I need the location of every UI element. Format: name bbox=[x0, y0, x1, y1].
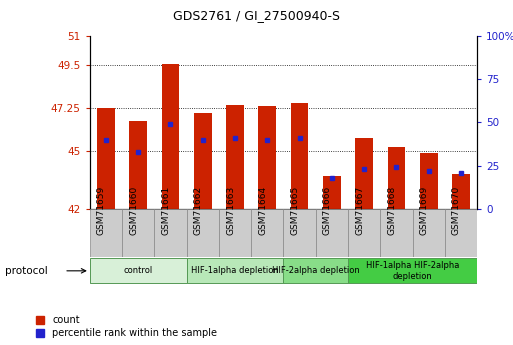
Bar bbox=[162, 64, 180, 209]
Bar bbox=[291, 103, 308, 209]
Bar bbox=[226, 105, 244, 209]
Text: GSM71670: GSM71670 bbox=[452, 186, 461, 235]
Text: GSM71666: GSM71666 bbox=[323, 186, 332, 235]
Text: GSM71661: GSM71661 bbox=[162, 186, 170, 235]
Text: GDS2761 / GI_27500940-S: GDS2761 / GI_27500940-S bbox=[173, 9, 340, 22]
Bar bbox=[380, 209, 412, 257]
Bar bbox=[122, 209, 154, 257]
Text: GSM71660: GSM71660 bbox=[129, 186, 138, 235]
Bar bbox=[420, 153, 438, 209]
Bar bbox=[259, 106, 276, 209]
Bar bbox=[187, 258, 283, 283]
Text: protocol: protocol bbox=[5, 266, 48, 276]
Bar bbox=[194, 113, 212, 209]
Bar bbox=[219, 209, 251, 257]
Text: HIF-1alpha HIF-2alpha
depletion: HIF-1alpha HIF-2alpha depletion bbox=[366, 261, 459, 280]
Text: HIF-1alpha depletion: HIF-1alpha depletion bbox=[191, 266, 279, 275]
Bar bbox=[129, 120, 147, 209]
Bar bbox=[90, 258, 187, 283]
Bar bbox=[187, 209, 219, 257]
Bar bbox=[251, 209, 283, 257]
Legend: count, percentile rank within the sample: count, percentile rank within the sample bbox=[35, 315, 217, 338]
Text: GSM71664: GSM71664 bbox=[258, 186, 267, 235]
Bar bbox=[387, 147, 405, 209]
Bar bbox=[154, 209, 187, 257]
Text: GSM71663: GSM71663 bbox=[226, 186, 235, 235]
Text: GSM71659: GSM71659 bbox=[97, 186, 106, 235]
Text: GSM71665: GSM71665 bbox=[290, 186, 300, 235]
Text: control: control bbox=[124, 266, 153, 275]
Text: GSM71669: GSM71669 bbox=[420, 186, 429, 235]
Bar bbox=[445, 209, 477, 257]
Text: GSM71662: GSM71662 bbox=[194, 186, 203, 235]
Bar bbox=[283, 209, 315, 257]
Bar bbox=[348, 209, 380, 257]
Bar bbox=[412, 209, 445, 257]
Bar bbox=[283, 258, 348, 283]
Bar bbox=[348, 258, 477, 283]
Text: HIF-2alpha depletion: HIF-2alpha depletion bbox=[272, 266, 360, 275]
Bar bbox=[97, 108, 115, 209]
Bar bbox=[452, 174, 470, 209]
Bar bbox=[315, 209, 348, 257]
Text: GSM71667: GSM71667 bbox=[355, 186, 364, 235]
Text: GSM71668: GSM71668 bbox=[387, 186, 397, 235]
Bar bbox=[323, 176, 341, 209]
Bar bbox=[90, 209, 122, 257]
Bar bbox=[355, 138, 373, 209]
